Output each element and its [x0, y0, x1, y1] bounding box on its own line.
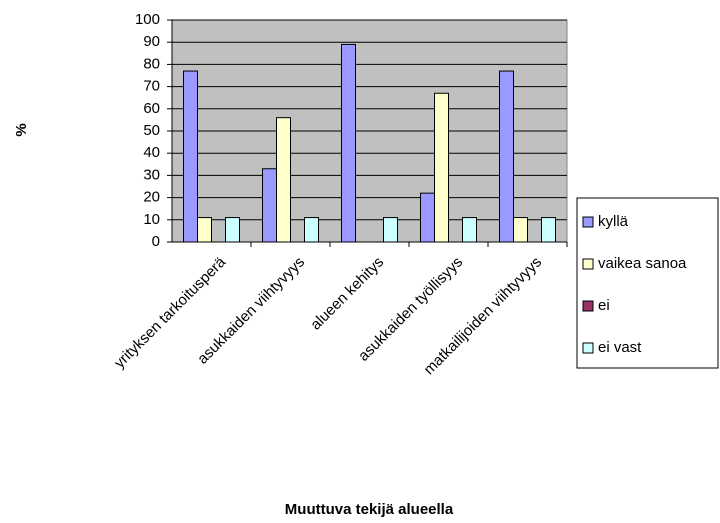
bar: [225, 217, 240, 243]
y-tick-label: 100: [135, 11, 160, 28]
y-tick-label: 40: [143, 144, 160, 161]
legend-label: vaikea sanoa: [598, 255, 687, 272]
bar: [434, 92, 449, 243]
bar: [541, 217, 556, 243]
y-tick-label: 20: [143, 189, 160, 206]
y-tick-label: 10: [143, 211, 160, 228]
legend-box: [576, 197, 719, 369]
bar: [341, 43, 356, 243]
legend-label: kyllä: [598, 213, 629, 230]
y-tick-label: 90: [143, 33, 160, 50]
legend-swatch: [582, 300, 594, 312]
legend-swatch: [582, 216, 594, 228]
y-tick-label: 70: [143, 78, 160, 95]
y-tick-label: 0: [152, 233, 160, 250]
bar: [262, 168, 277, 243]
bar: [420, 192, 435, 243]
legend-swatch: [582, 342, 594, 354]
bar: [499, 70, 514, 243]
x-tick-label: alueen kehitys: [307, 254, 387, 334]
bar: [462, 217, 477, 243]
legend-label: ei: [598, 297, 610, 314]
y-tick-label: 80: [143, 55, 160, 72]
bar: [513, 217, 528, 243]
bar: [383, 217, 398, 243]
bar: [304, 217, 319, 243]
y-tick-label: 60: [143, 100, 160, 117]
legend-swatch: [582, 258, 594, 270]
bar: [276, 117, 291, 243]
y-axis-label: %: [13, 123, 30, 136]
y-tick-label: 30: [143, 166, 160, 183]
y-tick-label: 50: [143, 122, 160, 139]
bar: [183, 70, 198, 243]
legend-label: ei vast: [598, 339, 642, 356]
bar: [197, 217, 212, 243]
x-axis-label: Muuttuva tekijä alueella: [285, 501, 454, 518]
